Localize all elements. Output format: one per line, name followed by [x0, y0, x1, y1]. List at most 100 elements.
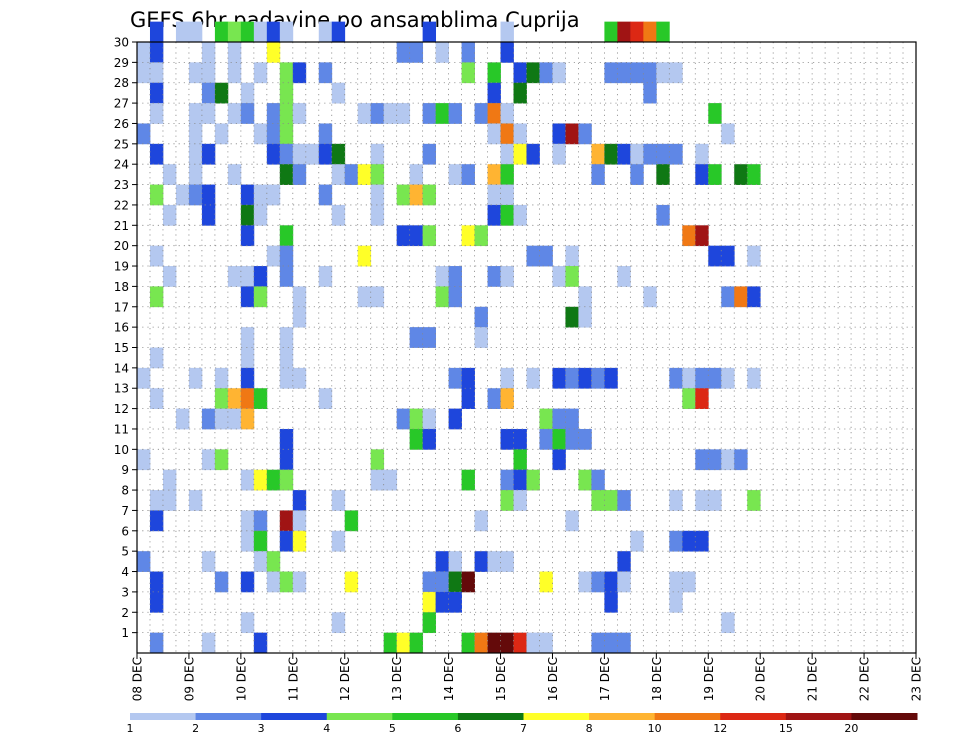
heatmap-cell [487, 123, 501, 145]
heatmap-cell [461, 367, 475, 389]
heatmap-cell [149, 62, 164, 84]
heatmap-cell [137, 62, 151, 84]
heatmap-cell [526, 245, 540, 267]
heatmap-cell [591, 164, 605, 185]
heatmap-cell [318, 21, 333, 43]
colorbar-label: 6 [454, 722, 461, 735]
heatmap-cell [422, 591, 437, 613]
heatmap-cell [617, 632, 631, 654]
heatmap-cell [279, 62, 294, 84]
heatmap-cells [137, 21, 761, 654]
y-tick-label: 11 [114, 422, 129, 436]
heatmap-cell [227, 388, 242, 409]
y-tick-label: 8 [121, 484, 129, 498]
heatmap-cell [240, 367, 255, 389]
y-tick-label: 15 [114, 341, 129, 355]
heatmap-cell [487, 204, 501, 226]
heatmap-cell [487, 62, 501, 84]
y-tick-label: 23 [114, 178, 129, 192]
heatmap-cell [513, 204, 527, 226]
heatmap-cell [318, 266, 333, 287]
heatmap-cell [643, 143, 657, 165]
heatmap-cell [617, 143, 631, 165]
heatmap-cell [708, 164, 722, 185]
heatmap-cell [149, 347, 164, 369]
colorbar-swatch [195, 713, 262, 720]
y-tick-label: 25 [114, 137, 129, 151]
heatmap-cell [240, 347, 255, 369]
heatmap-cell [409, 408, 424, 430]
heatmap-cell [279, 21, 294, 43]
heatmap-cell [396, 184, 411, 206]
heatmap-cell [669, 571, 683, 593]
y-tick-label: 7 [121, 504, 129, 518]
y-tick-label: 9 [121, 463, 129, 477]
heatmap-cell [396, 632, 411, 654]
heatmap-cell [643, 21, 657, 43]
heatmap-cell [591, 367, 605, 389]
heatmap-cell [435, 591, 449, 613]
heatmap-cell [279, 103, 294, 124]
heatmap-cell [227, 62, 242, 84]
heatmap-cell [422, 428, 437, 450]
heatmap-cell [214, 123, 229, 145]
heatmap-cell [175, 408, 190, 430]
heatmap-cell [526, 143, 540, 165]
x-tick-label: 11 DEC [286, 657, 300, 701]
heatmap-cell [513, 632, 527, 654]
heatmap-cell [500, 42, 514, 63]
colorbar-label: 8 [586, 722, 593, 735]
heatmap-cell [500, 367, 514, 389]
heatmap-cell [734, 286, 748, 308]
heatmap-cell [448, 266, 462, 287]
heatmap-cell [279, 510, 294, 532]
heatmap-cell [240, 408, 255, 430]
heatmap-cell [643, 286, 657, 308]
heatmap-cell [565, 408, 579, 430]
heatmap-cell [448, 103, 462, 124]
heatmap-cell [500, 266, 514, 287]
x-tick-label: 08 DEC [131, 657, 145, 701]
heatmap-cell [396, 225, 411, 247]
y-tick-label: 14 [114, 361, 129, 375]
heatmap-cell [383, 632, 398, 654]
heatmap-cell [370, 449, 385, 471]
heatmap-cell [474, 510, 488, 532]
heatmap-cell [331, 164, 346, 185]
y-tick-label: 29 [114, 56, 129, 70]
colorbar-label: 1 [127, 722, 134, 735]
y-tick-label: 3 [121, 585, 129, 599]
heatmap-cell [487, 266, 501, 287]
heatmap-cell [266, 123, 281, 145]
heatmap-cell [500, 388, 514, 409]
heatmap-cell [734, 164, 748, 185]
y-tick-label: 4 [121, 565, 129, 579]
heatmap-cell [630, 530, 644, 552]
heatmap-cell [344, 571, 359, 593]
heatmap-cell [422, 184, 437, 206]
heatmap-cell [630, 21, 644, 43]
heatmap-cell [253, 21, 268, 43]
heatmap-cell [552, 143, 566, 165]
heatmap-cell [279, 571, 294, 593]
colorbar-label: 7 [520, 722, 527, 735]
heatmap-cell [500, 184, 514, 206]
heatmap-cell [240, 469, 255, 491]
heatmap-cell [695, 225, 709, 247]
colorbar-label: 4 [323, 722, 330, 735]
heatmap-cell [578, 428, 592, 450]
heatmap-cell [708, 103, 722, 124]
heatmap-cell [253, 184, 268, 206]
heatmap-cell [227, 21, 242, 43]
heatmap-cell [279, 266, 294, 287]
x-tick-label: 20 DEC [754, 657, 768, 701]
heatmap-cell [240, 327, 255, 348]
heatmap-cell [513, 143, 527, 165]
heatmap-cell [513, 428, 527, 450]
heatmap-cell [240, 184, 255, 206]
heatmap-cell [578, 367, 592, 389]
x-tick-label: 09 DEC [182, 657, 196, 701]
heatmap-cell [500, 164, 514, 185]
heatmap-cell [253, 62, 268, 84]
x-tick-label: 22 DEC [858, 657, 872, 701]
